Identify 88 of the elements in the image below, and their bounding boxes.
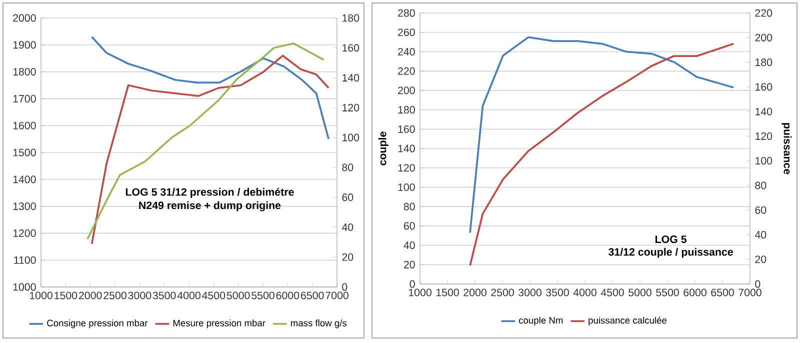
y-tick-label: 1400: [13, 176, 36, 184]
y2-tick-label: 60: [755, 206, 766, 214]
y-tick-label: 60: [404, 222, 415, 230]
line-series: [469, 42, 734, 266]
y-tick-label: 40: [404, 242, 415, 250]
y-tick-label: 100: [398, 183, 415, 191]
legend-label: couple Nm: [518, 316, 563, 326]
y2-tick-label: 80: [755, 182, 766, 190]
y-tick-label: 1500: [13, 148, 36, 156]
x-tick-label: 6500: [301, 292, 324, 300]
x-tick-label: 1000: [30, 292, 52, 300]
x-tick-label: 3000: [518, 288, 542, 296]
legend-label: mass flow g/s: [290, 320, 347, 328]
y2-tick-label: 120: [756, 132, 772, 140]
y2-tick-label: 160: [342, 44, 360, 52]
y2-tick-label: 100: [342, 134, 360, 142]
x-tick-label: 4500: [600, 288, 624, 296]
y-tick-label: 280: [398, 9, 415, 17]
y-tick-label: 160: [398, 125, 415, 133]
y2-tick-label: 0: [755, 280, 760, 288]
annotation: 31/12 couple / puissance: [608, 248, 733, 258]
legend-label: Mesure pression mbar: [173, 320, 266, 328]
y-tick-label: 180: [398, 106, 415, 114]
x-tick-label: 6000: [684, 288, 706, 296]
x-tick-label: 3500: [546, 288, 569, 296]
y2-axis-title: puissance: [782, 123, 792, 174]
line-series: [469, 36, 734, 234]
y-tick-label: 240: [398, 48, 415, 56]
y-tick-label: 1000: [13, 283, 36, 291]
y-tick-label: 20: [404, 260, 415, 268]
y2-tick-label: 180: [342, 14, 360, 22]
y-tick-label: 140: [398, 144, 415, 152]
x-tick-label: 3500: [152, 292, 176, 300]
y-tick-label: 1100: [14, 256, 36, 264]
y2-tick-label: 220: [755, 9, 772, 17]
y-tick-label: 220: [398, 67, 415, 75]
x-tick-label: 1500: [436, 288, 459, 296]
y-tick-label: 1800: [13, 68, 36, 76]
y-tick-label: 260: [398, 28, 415, 36]
legend-label: Consigne pression mbar: [47, 320, 148, 328]
x-tick-label: 7000: [738, 288, 762, 296]
x-tick-label: 1000: [408, 288, 432, 296]
y-tick-label: 2000: [13, 14, 36, 22]
y2-tick-label: 80: [342, 164, 354, 172]
legend-label: puissance calculée: [588, 316, 666, 326]
y2-tick-label: 0: [342, 283, 348, 291]
y-tick-label: 200: [398, 86, 415, 94]
x-tick-label: 1500: [54, 292, 78, 300]
y2-tick-label: 120: [342, 104, 360, 112]
x-tick-label: 5000: [628, 288, 652, 296]
line-series: [90, 36, 330, 140]
x-tick-label: 5500: [656, 288, 679, 296]
annotation: LOG 5: [656, 236, 686, 244]
x-tick-label: 2000: [79, 292, 102, 300]
x-tick-label: 3000: [128, 292, 152, 300]
y-tick-label: 80: [404, 202, 415, 210]
x-tick-label: 2500: [104, 292, 126, 300]
y2-tick-label: 180: [756, 58, 772, 66]
y-tick-label: 0: [410, 280, 415, 288]
y-tick-label: 1600: [13, 122, 36, 130]
y-tick-label: 1300: [13, 202, 36, 210]
x-tick-label: 6500: [711, 288, 734, 296]
x-tick-label: 4000: [573, 288, 596, 296]
y-tick-label: 1900: [13, 41, 36, 49]
y2-tick-label: 40: [754, 230, 766, 239]
annotation: N249 remise + dump origine: [139, 201, 281, 212]
y-tick-label: 1200: [13, 229, 36, 237]
y2-tick-label: 20: [342, 253, 354, 261]
x-tick-label: 4000: [177, 292, 200, 300]
y2-tick-label: 40: [342, 223, 354, 231]
x-tick-label: 2500: [491, 288, 514, 296]
annotation: LOG 5 31/12 pression / debimétre: [126, 188, 294, 198]
y2-tick-label: 20: [755, 256, 766, 264]
x-tick-label: 5500: [252, 292, 274, 300]
y2-tick-label: 60: [342, 194, 354, 202]
y2-tick-label: 140: [756, 108, 772, 116]
x-tick-label: 4500: [202, 292, 226, 300]
x-tick-label: 7000: [326, 292, 348, 300]
y-axis-title: couple: [378, 132, 388, 166]
y-tick-label: 1700: [13, 94, 36, 102]
y2-tick-label: 100: [756, 157, 772, 165]
y2-tick-label: 160: [756, 83, 772, 91]
y2-tick-label: 140: [342, 74, 360, 82]
y2-tick-label: 200: [755, 34, 772, 42]
y-tick-label: 120: [398, 164, 415, 172]
x-tick-label: 5000: [226, 292, 250, 300]
x-tick-label: 2000: [464, 288, 486, 296]
x-tick-label: 6000: [276, 292, 300, 300]
